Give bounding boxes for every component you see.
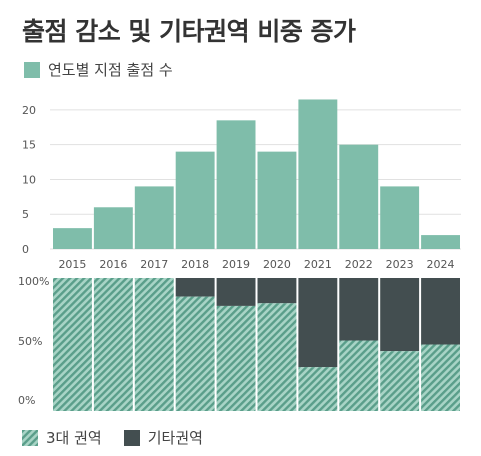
- x-tick-label-2017: 2017: [140, 258, 168, 271]
- x-tick-label-2023: 2023: [386, 258, 414, 271]
- legend-swatch-major-regions: [22, 429, 38, 446]
- bottom-legend: 3대 권역 기타권역: [22, 427, 225, 448]
- bar-major-regions-2017: [134, 278, 174, 411]
- bar-openings-2015: [53, 228, 92, 249]
- bar-openings-2022: [339, 144, 379, 249]
- bar-major-regions-2024: [421, 344, 460, 411]
- x-tick-label-2015: 2015: [58, 258, 86, 271]
- bar-major-regions-2018: [175, 296, 215, 411]
- bar-major-regions-2016: [93, 278, 133, 411]
- top-y-tick-label: 5: [22, 208, 29, 221]
- legend-swatch-openings: [24, 61, 40, 78]
- top-legend: 연도별 지점 출점 수: [24, 59, 173, 80]
- bar-other-regions-2019: [216, 278, 256, 306]
- legend-label-major-regions: 3대 권역: [46, 429, 102, 447]
- bar-major-regions-2019: [216, 305, 256, 411]
- x-tick-label-2020: 2020: [263, 258, 291, 271]
- x-tick-label-2021: 2021: [304, 258, 332, 271]
- bar-major-regions-2020: [257, 303, 297, 411]
- legend-label-other-regions: 기타권역: [147, 429, 203, 447]
- x-tick-label-2018: 2018: [181, 258, 209, 271]
- top-y-tick-label: 0: [22, 243, 29, 256]
- bar-openings-2018: [175, 151, 215, 249]
- bar-other-regions-2022: [339, 278, 379, 341]
- legend-label-openings: 연도별 지점 출점 수: [48, 61, 173, 79]
- bottom-y-tick-label: 100%: [18, 275, 49, 288]
- top-y-tick-label: 20: [22, 104, 36, 117]
- bar-openings-2023: [380, 186, 420, 249]
- top-y-tick-label: 10: [22, 173, 36, 186]
- chart-title: 출점 감소 및 기타권역 비중 증가: [22, 17, 356, 46]
- legend-item-other-regions: 기타권역: [123, 427, 203, 448]
- top-y-tick-label: 15: [22, 139, 36, 152]
- bar-major-regions-2021: [298, 367, 338, 411]
- bar-openings-2019: [216, 120, 256, 249]
- bar-major-regions-2015: [53, 278, 92, 411]
- bar-openings-2024: [421, 235, 460, 249]
- x-tick-label-2022: 2022: [345, 258, 373, 271]
- legend-item-major-regions: 3대 권역: [22, 427, 102, 448]
- bottom-y-tick-label: 0%: [18, 394, 35, 407]
- bar-openings-2020: [257, 151, 297, 249]
- bar-openings-2016: [93, 207, 133, 249]
- bar-other-regions-2023: [380, 278, 420, 352]
- x-tick-label-2019: 2019: [222, 258, 250, 271]
- x-tick-label-2016: 2016: [99, 258, 127, 271]
- x-tick-label-2024: 2024: [427, 258, 455, 271]
- bar-other-regions-2021: [298, 278, 338, 368]
- bar-openings-2017: [134, 186, 174, 249]
- bar-major-regions-2023: [380, 351, 420, 411]
- bottom-y-tick-label: 50%: [18, 335, 42, 348]
- bar-openings-2021: [298, 99, 338, 250]
- legend-swatch-other-regions: [123, 429, 140, 446]
- bar-other-regions-2024: [421, 278, 460, 345]
- bar-major-regions-2022: [339, 340, 379, 411]
- bar-other-regions-2020: [257, 278, 297, 304]
- bar-other-regions-2018: [175, 278, 215, 297]
